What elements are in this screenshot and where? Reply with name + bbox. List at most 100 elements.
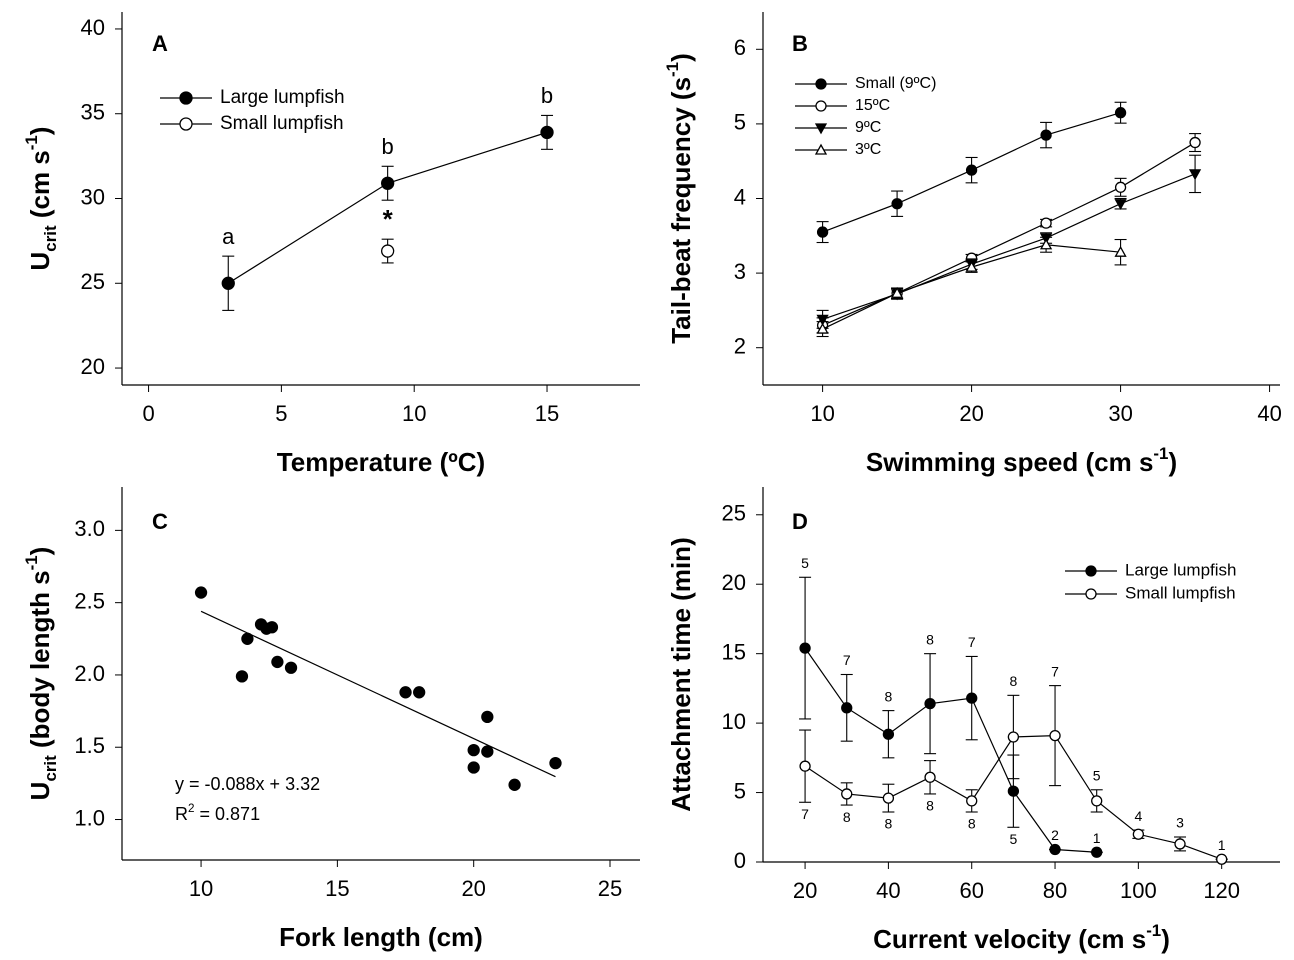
y-tick-label: 1.5 xyxy=(74,733,105,758)
label-part: U xyxy=(25,782,55,801)
panel-letter: A xyxy=(152,31,168,56)
marker xyxy=(1040,129,1052,141)
legend-marker xyxy=(814,143,828,155)
marker xyxy=(816,226,829,238)
legend-label: Large lumpfish xyxy=(220,87,345,108)
marker xyxy=(799,760,811,772)
label-part: = 0.871 xyxy=(195,804,261,824)
marker xyxy=(194,586,208,599)
x-tick-label: 120 xyxy=(1203,878,1240,903)
label-part: crit xyxy=(41,755,60,782)
marker xyxy=(1091,795,1103,807)
label-part: Fork length (cm) xyxy=(279,922,483,952)
marker xyxy=(1114,107,1127,119)
marker xyxy=(799,642,811,654)
marker xyxy=(1114,245,1127,257)
n-label: 8 xyxy=(843,809,851,825)
n-label: 7 xyxy=(801,806,809,822)
marker xyxy=(540,125,554,140)
legend-marker xyxy=(1085,565,1097,577)
annotation: R2 = 0.871 xyxy=(175,802,260,824)
x-tick-label: 80 xyxy=(1043,878,1067,903)
label-part: Attachment time (min) xyxy=(666,537,696,811)
marker xyxy=(467,761,480,774)
marker xyxy=(1132,828,1145,840)
legend-label: 15ºC xyxy=(855,97,890,114)
label-part: Current velocity (cm s xyxy=(873,924,1146,954)
series-line xyxy=(804,647,1097,853)
n-label: 8 xyxy=(968,816,976,832)
n-label: 4 xyxy=(1134,808,1142,824)
marker xyxy=(508,778,521,791)
n-label: 5 xyxy=(1093,767,1101,783)
marker xyxy=(399,686,412,699)
x-tick-label: 15 xyxy=(535,401,559,426)
panel-letter: B xyxy=(792,31,808,56)
point-label: a xyxy=(222,224,235,249)
marker xyxy=(265,621,279,634)
y-tick-label: 0 xyxy=(734,848,746,873)
y-tick-label: 35 xyxy=(81,100,105,125)
marker xyxy=(816,322,829,334)
marker xyxy=(481,710,494,724)
marker xyxy=(841,702,853,714)
label-part: ) xyxy=(25,547,55,556)
label-part: -1 xyxy=(1153,444,1168,463)
label-part: R xyxy=(175,804,188,824)
series-line xyxy=(822,142,1196,326)
marker xyxy=(413,686,426,699)
panel-letter: D xyxy=(792,509,808,534)
x-tick-label: 25 xyxy=(598,876,622,901)
label-part: ) xyxy=(25,127,55,136)
legend-label: 9ºC xyxy=(855,119,881,136)
label-part: -1 xyxy=(22,135,41,150)
label-part: ) xyxy=(1168,447,1177,477)
y-tick-label: 2.0 xyxy=(74,661,105,686)
x-tick-label: 0 xyxy=(142,401,154,426)
legend-marker xyxy=(815,100,827,112)
marker xyxy=(221,276,235,290)
label-part: crit xyxy=(41,225,60,252)
series-line xyxy=(822,173,1196,320)
n-label: 3 xyxy=(1176,815,1184,831)
label-part: -1 xyxy=(22,555,41,570)
marker xyxy=(816,314,829,326)
n-label: 8 xyxy=(884,688,892,704)
label-part: (cm s xyxy=(25,150,55,225)
marker xyxy=(1174,838,1186,850)
y-tick-label: 2.5 xyxy=(74,588,105,613)
marker xyxy=(241,632,254,645)
legend-marker xyxy=(814,123,828,135)
x-tick-label: 10 xyxy=(402,401,426,426)
marker xyxy=(966,692,978,704)
legend-marker xyxy=(179,91,193,105)
y-axis-title: Attachment time (min) xyxy=(666,537,696,811)
x-axis-title: Fork length (cm) xyxy=(279,922,483,952)
x-tick-label: 10 xyxy=(189,876,213,901)
marker xyxy=(1007,785,1020,797)
x-tick-label: 5 xyxy=(275,401,287,426)
y-tick-label: 20 xyxy=(722,570,746,595)
legend-label: Small lumpfish xyxy=(1125,583,1236,602)
n-label: 8 xyxy=(926,631,934,647)
y-tick-label: 30 xyxy=(81,184,105,209)
point-label: * xyxy=(383,204,394,234)
marker xyxy=(966,795,978,807)
marker xyxy=(924,771,936,783)
x-tick-label: 20 xyxy=(793,878,817,903)
x-tick-label: 40 xyxy=(876,878,900,903)
n-label: 8 xyxy=(1009,673,1017,689)
y-tick-label: 20 xyxy=(81,354,105,379)
n-label: 8 xyxy=(884,816,892,832)
y-tick-label: 2 xyxy=(734,334,746,359)
x-tick-label: 10 xyxy=(810,401,834,426)
legend-label: Large lumpfish xyxy=(1125,560,1237,579)
marker xyxy=(924,698,936,710)
x-tick-label: 15 xyxy=(325,876,349,901)
marker xyxy=(965,260,978,272)
marker xyxy=(1049,729,1061,742)
n-label: 5 xyxy=(1009,831,1017,847)
n-label: 1 xyxy=(1218,837,1226,853)
legend-marker xyxy=(815,78,827,90)
